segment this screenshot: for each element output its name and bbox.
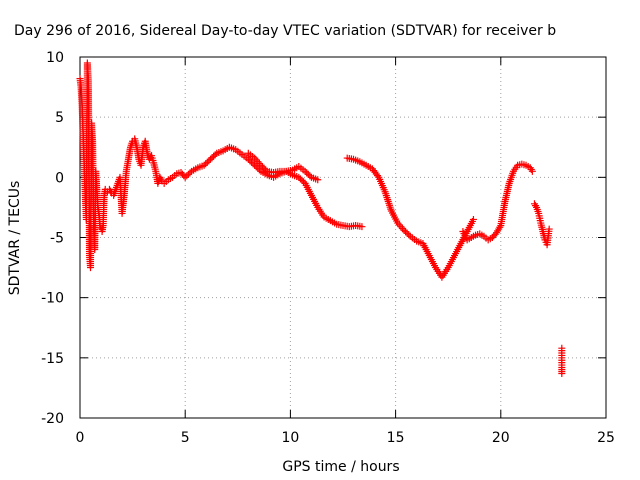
series-5	[530, 200, 553, 249]
data-point-marker	[205, 157, 213, 165]
chart-title: Day 296 of 2016, Sidereal Day-to-day VTE…	[14, 23, 556, 39]
data-point-marker	[206, 155, 214, 163]
plot-area-frame	[79, 56, 607, 419]
data-point-marker	[208, 154, 216, 162]
data-point-marker	[400, 226, 408, 234]
x-tick-label: 10	[281, 430, 299, 446]
data-point-marker	[200, 161, 208, 169]
data-point-marker	[405, 231, 413, 239]
axis-ticks	[79, 56, 607, 419]
data-point-marker	[181, 173, 189, 181]
data-point-marker	[314, 176, 322, 184]
data-point-marker	[469, 215, 477, 223]
data-point-marker	[398, 224, 406, 232]
data-point-marker	[247, 158, 255, 166]
data-point-marker	[374, 172, 382, 180]
data-point-marker	[202, 160, 210, 168]
series-4	[459, 160, 536, 244]
y-tick-label: 5	[55, 110, 64, 126]
data-point-marker	[306, 172, 314, 180]
data-point-marker	[558, 369, 566, 377]
x-axis-title: GPS time / hours	[282, 459, 399, 475]
data-point-marker	[402, 228, 410, 236]
data-point-marker	[211, 151, 219, 159]
y-tick-label: 10	[46, 50, 64, 66]
data-point-marker	[259, 163, 267, 171]
data-point-marker	[244, 155, 252, 163]
y-tick-label: -10	[41, 291, 64, 307]
data-point-marker	[203, 158, 211, 166]
data-point-marker	[252, 163, 260, 171]
data-point-marker	[304, 170, 312, 178]
grid-lines	[80, 57, 606, 418]
data-point-marker	[403, 229, 411, 237]
series-1	[76, 59, 366, 272]
data-point-marker	[528, 167, 536, 175]
data-points	[76, 59, 566, 377]
y-tick-labels: -20 -15 -10 -5 0 5 10	[41, 50, 64, 427]
data-point-marker	[545, 225, 553, 233]
data-point-marker	[184, 170, 192, 178]
data-point-marker	[296, 175, 304, 183]
data-point-marker	[246, 157, 254, 165]
data-point-marker	[358, 223, 366, 231]
data-point-marker	[301, 167, 309, 175]
data-point-marker	[255, 159, 263, 167]
data-point-marker	[186, 169, 194, 177]
series-3	[343, 154, 477, 281]
data-point-marker	[210, 152, 218, 160]
y-axis-title: SDTVAR / TECUs	[7, 181, 23, 296]
data-point-marker	[183, 172, 191, 180]
data-point-marker	[298, 176, 306, 184]
data-point-marker	[397, 223, 405, 231]
series-2	[244, 149, 322, 184]
x-tick-label: 5	[181, 430, 190, 446]
data-point-marker	[260, 164, 268, 172]
data-point-marker	[300, 178, 308, 186]
data-point-marker	[295, 173, 303, 181]
data-point-marker	[249, 160, 257, 168]
data-point-marker	[257, 161, 265, 169]
data-point-marker	[251, 161, 259, 169]
data-point-marker	[255, 166, 263, 174]
x-tick-label: 15	[387, 430, 405, 446]
x-tick-label: 20	[492, 430, 510, 446]
x-tick-labels: 0 5 10 15 20 25	[76, 430, 615, 446]
y-tick-label: -15	[41, 351, 64, 367]
y-tick-label: -20	[41, 411, 64, 427]
series-6	[558, 344, 566, 377]
data-point-marker	[303, 169, 311, 177]
data-point-marker	[262, 166, 270, 174]
y-tick-label: 0	[55, 170, 64, 186]
x-tick-label: 0	[76, 430, 85, 446]
x-tick-label: 25	[597, 430, 615, 446]
data-point-marker	[254, 164, 262, 172]
y-tick-label: -5	[50, 231, 64, 247]
